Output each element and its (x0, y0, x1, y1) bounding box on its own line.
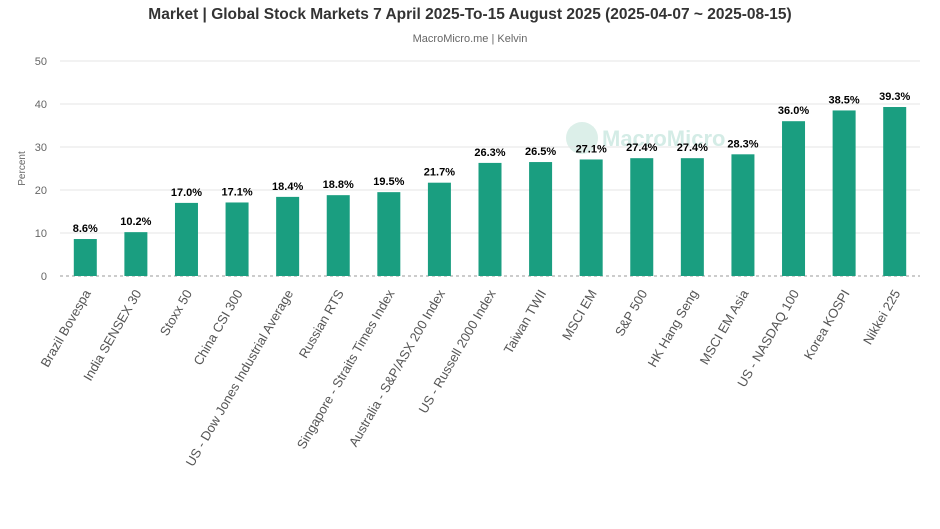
bar[interactable] (832, 110, 856, 276)
data-label: 18.8% (323, 179, 354, 191)
y-tick-label: 50 (35, 56, 47, 68)
data-label: 19.5% (373, 176, 404, 188)
bar[interactable] (680, 158, 704, 276)
x-tick-label: China CSI 300 (190, 287, 245, 368)
data-label: 27.4% (677, 142, 708, 154)
x-tick-label: Taiwan TWII (501, 287, 550, 356)
x-tick-label: Singapore - Straits Times Index (294, 287, 398, 452)
x-tick-label: Korea KOSPI (801, 287, 853, 362)
data-label: 38.5% (829, 94, 860, 106)
x-tick-label: Australia - S&P/ASX 200 Index (346, 287, 448, 450)
bar[interactable] (883, 107, 907, 276)
y-tick-label: 30 (35, 142, 47, 154)
data-label: 27.4% (626, 142, 657, 154)
bar[interactable] (731, 154, 755, 276)
y-tick-label: 0 (41, 271, 47, 283)
chart-subtitle: MacroMicro.me | Kelvin (412, 33, 528, 45)
data-label: 18.4% (272, 181, 303, 193)
bar[interactable] (579, 159, 603, 276)
bar[interactable] (276, 196, 300, 276)
y-tick-label: 40 (35, 99, 47, 111)
data-label: 28.3% (727, 138, 758, 150)
x-tick-label: MSCI EM Asia (697, 286, 752, 367)
x-tick-label: US - Dow Jones Industrial Average (183, 287, 297, 469)
bar[interactable] (73, 239, 97, 276)
bar[interactable] (326, 195, 350, 276)
x-tick-label: S&P 500 (612, 287, 651, 339)
data-label: 17.0% (171, 187, 202, 199)
chart-title: Market | Global Stock Markets 7 April 20… (148, 6, 792, 23)
x-tick-label: MSCI EM (559, 287, 600, 343)
data-label: 17.1% (221, 186, 252, 198)
bar[interactable] (630, 158, 654, 276)
data-label: 27.1% (576, 143, 607, 155)
bar[interactable] (377, 192, 401, 276)
data-label: 21.7% (424, 167, 455, 179)
data-label: 26.3% (474, 147, 505, 159)
bar[interactable] (225, 202, 249, 276)
bar[interactable] (124, 232, 148, 276)
bar[interactable] (529, 162, 553, 276)
data-label: 39.3% (879, 91, 910, 103)
x-tick-label: Russian RTS (296, 287, 347, 361)
y-tick-label: 10 (35, 228, 47, 240)
y-axis-label: Percent (17, 151, 28, 186)
bar[interactable] (174, 202, 198, 276)
data-label: 10.2% (120, 216, 151, 228)
watermark-logo-icon (566, 122, 598, 154)
x-tick-label: Brazil Bovespa (38, 286, 95, 369)
bar[interactable] (478, 162, 502, 276)
data-label: 8.6% (73, 223, 98, 235)
x-tick-label: Stoxx 50 (157, 287, 195, 338)
bar[interactable] (427, 182, 451, 276)
y-tick-label: 20 (35, 185, 47, 197)
data-label: 36.0% (778, 105, 809, 117)
data-label: 26.5% (525, 146, 556, 158)
x-tick-label: HK Hang Seng (645, 287, 701, 370)
bar[interactable] (782, 121, 806, 276)
x-tick-label: Nikkei 225 (860, 287, 903, 347)
